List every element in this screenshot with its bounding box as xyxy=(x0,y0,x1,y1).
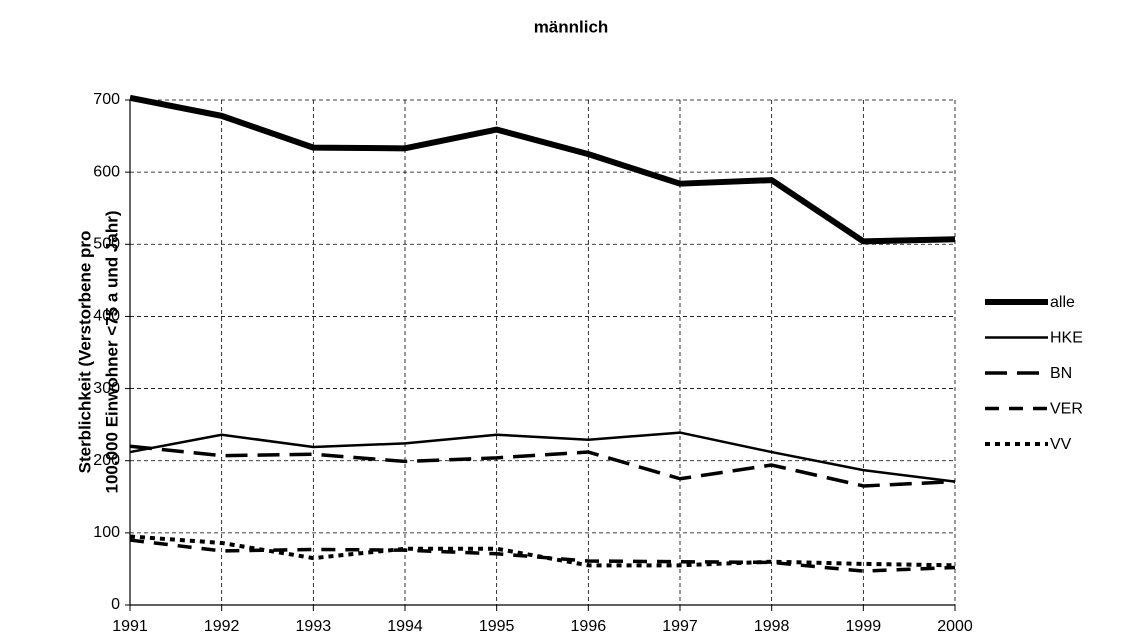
legend-label: HKE xyxy=(1050,330,1083,347)
y-tick-label: 700 xyxy=(93,91,120,108)
x-tick-label: 1993 xyxy=(296,618,332,635)
series-line xyxy=(129,538,956,573)
series-line xyxy=(129,444,956,488)
chart-title: männlich xyxy=(534,17,609,36)
x-tick-label: 1998 xyxy=(754,618,790,635)
x-tick-label: 1994 xyxy=(387,618,423,635)
x-tick-label: 1996 xyxy=(571,618,607,635)
legend-label: alle xyxy=(1050,294,1075,311)
series-line xyxy=(129,534,956,568)
y-tick-label: 400 xyxy=(93,308,120,325)
y-tick-label: 500 xyxy=(93,236,120,253)
y-axis-label: 100.000 Einwohner <75 a und Jahr) xyxy=(102,211,121,494)
y-tick-label: 200 xyxy=(93,452,120,469)
legend-label: VER xyxy=(1050,401,1083,418)
x-tick-label: 1999 xyxy=(846,618,882,635)
y-tick-label: 0 xyxy=(111,596,120,613)
x-tick-label: 1992 xyxy=(204,618,240,635)
legend-label: VV xyxy=(1050,436,1072,453)
y-axis-label: Sterblichkeit (Verstorbene pro xyxy=(75,231,94,474)
y-tick-label: 300 xyxy=(93,380,120,397)
series-line xyxy=(129,94,956,245)
x-tick-label: 1995 xyxy=(479,618,515,635)
y-tick-label: 600 xyxy=(93,163,120,180)
x-tick-label: 1997 xyxy=(662,618,698,635)
series-line xyxy=(129,431,956,483)
x-tick-label: 2000 xyxy=(937,618,973,635)
legend-label: BN xyxy=(1050,365,1072,382)
x-tick-label: 1991 xyxy=(112,618,148,635)
y-tick-label: 100 xyxy=(93,524,120,541)
